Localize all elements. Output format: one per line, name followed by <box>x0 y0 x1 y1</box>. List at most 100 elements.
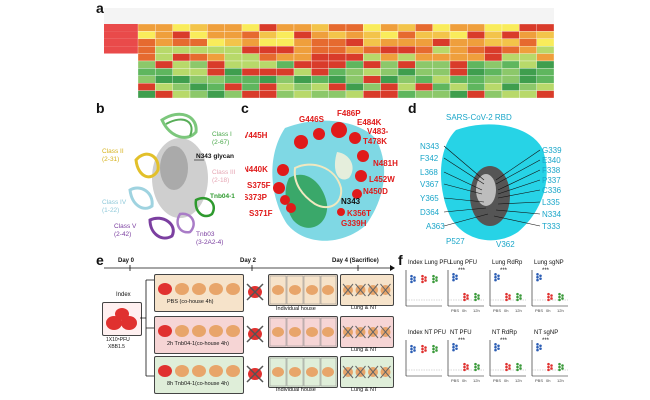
x-tick: PBS <box>451 378 459 383</box>
data-point <box>410 347 413 351</box>
data-point <box>466 297 469 300</box>
heatmap-row-label <box>104 31 138 39</box>
heatmap-cell <box>293 46 312 54</box>
mut-blob <box>355 170 367 182</box>
heatmap-cell <box>449 68 468 76</box>
individual-hamsters <box>269 357 337 387</box>
heatmap-cell <box>224 68 243 76</box>
res-l335: L335 <box>542 198 560 207</box>
heatmap-cell <box>380 60 399 69</box>
mut-f486p: F486P <box>337 109 361 118</box>
heatmap-cell <box>241 23 260 32</box>
heatmap-cell <box>432 38 451 47</box>
heatmap-cell <box>415 75 433 84</box>
heatmap-cell <box>397 46 416 54</box>
heatmap-cell <box>207 68 225 76</box>
heatmap-cell <box>311 31 329 39</box>
heatmap-cell <box>345 90 364 99</box>
data-point <box>463 365 466 369</box>
heatmap-cell <box>519 83 537 91</box>
heatmap-cell <box>224 90 243 99</box>
data-point <box>547 368 550 372</box>
data-point <box>455 277 458 280</box>
heatmap-cell <box>519 46 537 54</box>
data-point <box>558 362 561 366</box>
panel-label-d: d <box>408 100 417 116</box>
heatmap-cell <box>328 90 347 99</box>
data-point <box>452 278 455 282</box>
data-point <box>508 367 511 370</box>
data-point <box>474 295 477 299</box>
heatmap-cell <box>189 60 208 69</box>
class-i-ribbon <box>160 112 198 139</box>
heatmap-cell <box>276 75 295 84</box>
heatmap-cell <box>224 53 243 62</box>
data-point <box>455 347 458 350</box>
mut-blob <box>349 132 361 144</box>
data-point <box>466 367 469 370</box>
sacrificed-hamsters <box>342 283 391 297</box>
heatmap-cell <box>207 60 225 69</box>
co-house-cage: 2h Tnb04-1(co-house 4h) <box>154 316 244 354</box>
row-label: PBS (co-house 4h) <box>167 299 214 305</box>
heatmap-cell <box>207 75 225 84</box>
heatmap-cell <box>328 46 347 54</box>
heatmap-cell <box>259 83 277 91</box>
heatmap-cell <box>189 75 208 84</box>
heatmap-cell <box>363 75 381 84</box>
x-tick: 12h <box>473 308 480 313</box>
heatmap-cell <box>345 68 364 76</box>
data-point <box>561 297 564 300</box>
heatmap-cell <box>415 31 433 39</box>
heatmap-cell <box>501 60 520 69</box>
sacrifice-cages <box>340 274 394 306</box>
data-point <box>539 344 542 348</box>
heatmap-cell <box>224 31 243 39</box>
heatmap-cell <box>207 83 225 91</box>
mini-plot-title: NT PFU <box>450 330 472 336</box>
heatmap-cell <box>276 31 295 39</box>
res-y365: Y365 <box>420 194 439 203</box>
x-tick: 0h <box>504 308 508 313</box>
data-point <box>505 292 508 296</box>
heatmap-cell <box>536 53 555 62</box>
heatmap-cell <box>484 31 503 39</box>
x-tick: 0h <box>462 378 466 383</box>
heatmap-cell <box>536 31 555 39</box>
res-p337: P337 <box>542 176 561 185</box>
sig-stars: *** <box>458 268 466 274</box>
mut-s373p: S373P <box>245 193 268 202</box>
data-point <box>413 279 416 282</box>
green-epitope <box>285 174 328 228</box>
data-point <box>421 274 424 278</box>
heatmap-cell <box>345 31 364 39</box>
data-point <box>466 364 469 367</box>
mut-g446s: G446S <box>299 115 325 124</box>
heatmap-cell <box>224 75 243 84</box>
day0-label: Day 0 <box>118 258 135 264</box>
res-g339: G339 <box>542 146 562 155</box>
heatmap-cell <box>519 31 537 39</box>
heatmap-cell <box>172 75 191 84</box>
data-point <box>516 298 519 302</box>
heatmap-cell <box>345 53 364 62</box>
sacrifice-cages <box>340 316 394 348</box>
heatmap-cell <box>172 53 191 62</box>
data-point <box>413 346 416 349</box>
heatmap-cell <box>380 90 399 99</box>
data-point <box>497 274 500 278</box>
heatmap-cell <box>137 90 156 99</box>
heatmap-cell <box>415 83 433 91</box>
sig-stars: *** <box>542 268 550 274</box>
cage-hamsters <box>158 325 240 337</box>
sacrifice-cages <box>340 356 394 388</box>
data-point <box>410 280 413 284</box>
index-cage <box>102 302 142 336</box>
data-point <box>474 362 477 366</box>
data-point <box>547 362 550 366</box>
data-point <box>494 278 497 282</box>
heatmap-cell <box>363 68 381 76</box>
data-point <box>558 365 561 369</box>
heatmap-cell <box>449 90 468 99</box>
data-point <box>550 364 553 367</box>
